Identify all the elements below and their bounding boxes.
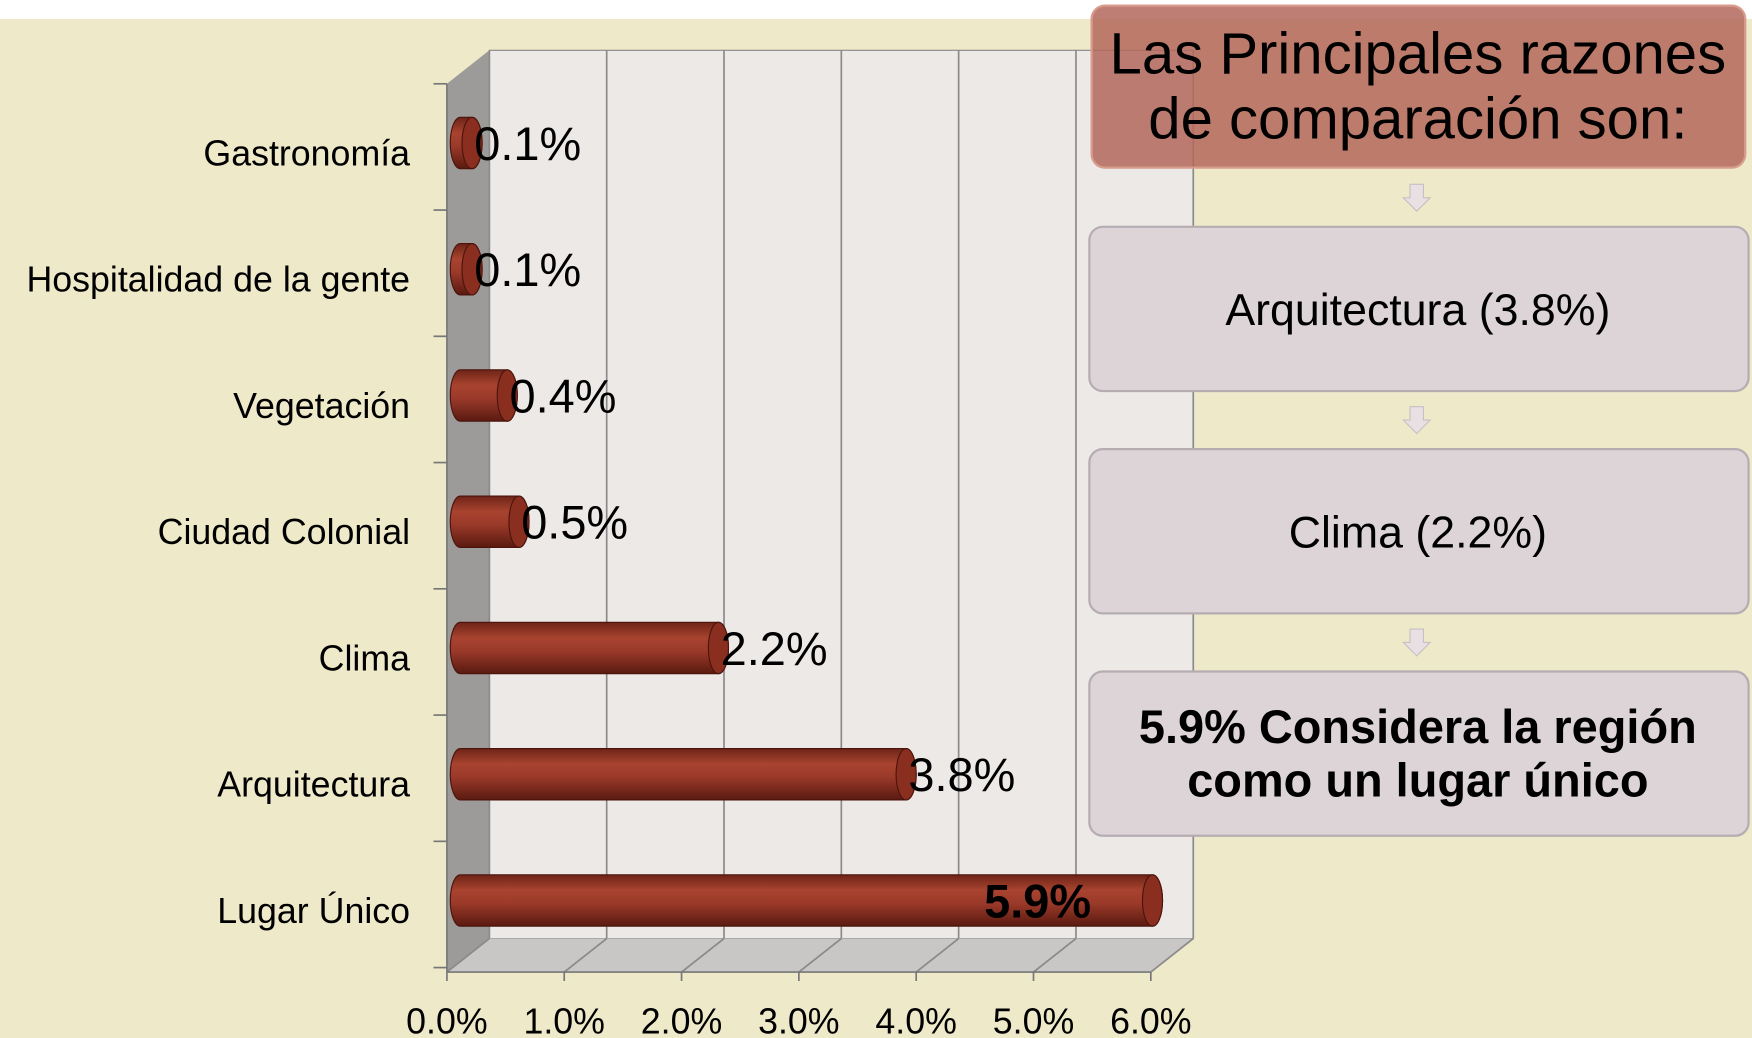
x-tick-label: 3.0% [758, 1002, 840, 1038]
arrow [1401, 183, 1432, 212]
plot: 0.0% 1.0% 2.0% 3.0% 4.0% 5.0% 6.0% Gastronomía 0… [26, 50, 1195, 1038]
x-tick-label: 1.0% [523, 1002, 605, 1038]
bar-cap [461, 243, 483, 296]
arrow [1401, 628, 1432, 657]
bar-cap [508, 495, 530, 549]
y-tick-label: Lugar Único [217, 891, 410, 931]
floor-grid-line [1032, 937, 1077, 973]
step-box [1088, 448, 1750, 615]
y-tick-label: Vegetación [233, 386, 410, 426]
step-text: Clima (2.2%) [1289, 508, 1547, 557]
floor-grid-line [446, 937, 490, 973]
chart-root: 0.0% 1.0% 2.0% 3.0% 4.0% 5.0% 6.0% Gastronomía 0… [26, 4, 1750, 1038]
x-tick-label: 4.0% [875, 1002, 957, 1038]
bar-cap [1141, 874, 1164, 927]
x-tick-label: 0.0% [406, 1002, 487, 1038]
x-tick-label: 5.0% [993, 1002, 1075, 1038]
diagram-title: Las Principales razones [1110, 22, 1727, 87]
floor-grid-line [1150, 937, 1194, 973]
y-tick-label: Clima [319, 638, 410, 678]
value-label: 3.8% [908, 749, 1015, 801]
value-label: 0.5% [521, 497, 628, 549]
value-label: 0.1% [474, 244, 581, 296]
step-text: Arquitectura (3.8%) [1225, 286, 1610, 335]
diagram-title: de comparación son: [1148, 87, 1687, 152]
floor-grid-line [563, 937, 608, 973]
bar-cap [707, 621, 730, 675]
step-text: 5.9% Considera la región [1139, 701, 1697, 753]
y-tick-label: Gastronomía [203, 133, 410, 173]
bar-cap [496, 369, 518, 422]
bar-cap [895, 748, 917, 801]
value-label: 2.2% [721, 623, 828, 675]
y-tick-label: Ciudad Colonial [158, 512, 410, 552]
y-tick-label: Arquitectura [217, 765, 410, 805]
title-box [1090, 4, 1747, 169]
value-label: 0.4% [509, 370, 616, 422]
value-label: 0.1% [474, 118, 581, 170]
value-label: 5.9% [984, 875, 1091, 927]
step-text: como un lugar único [1187, 755, 1648, 807]
x-tick-label: 2.0% [641, 1002, 723, 1038]
floor-grid-line [681, 937, 725, 973]
y-tick-label: Hospitalidad de la gente [26, 260, 410, 300]
step-box [1088, 670, 1750, 837]
x-tick-label: 6.0% [1110, 1002, 1192, 1038]
bar [449, 621, 730, 675]
floor-grid-line [915, 937, 960, 973]
step-box [1088, 225, 1750, 393]
bar-cap [461, 116, 483, 170]
bar [449, 748, 917, 801]
floor-grid-line [798, 937, 842, 973]
arrow [1401, 406, 1432, 435]
